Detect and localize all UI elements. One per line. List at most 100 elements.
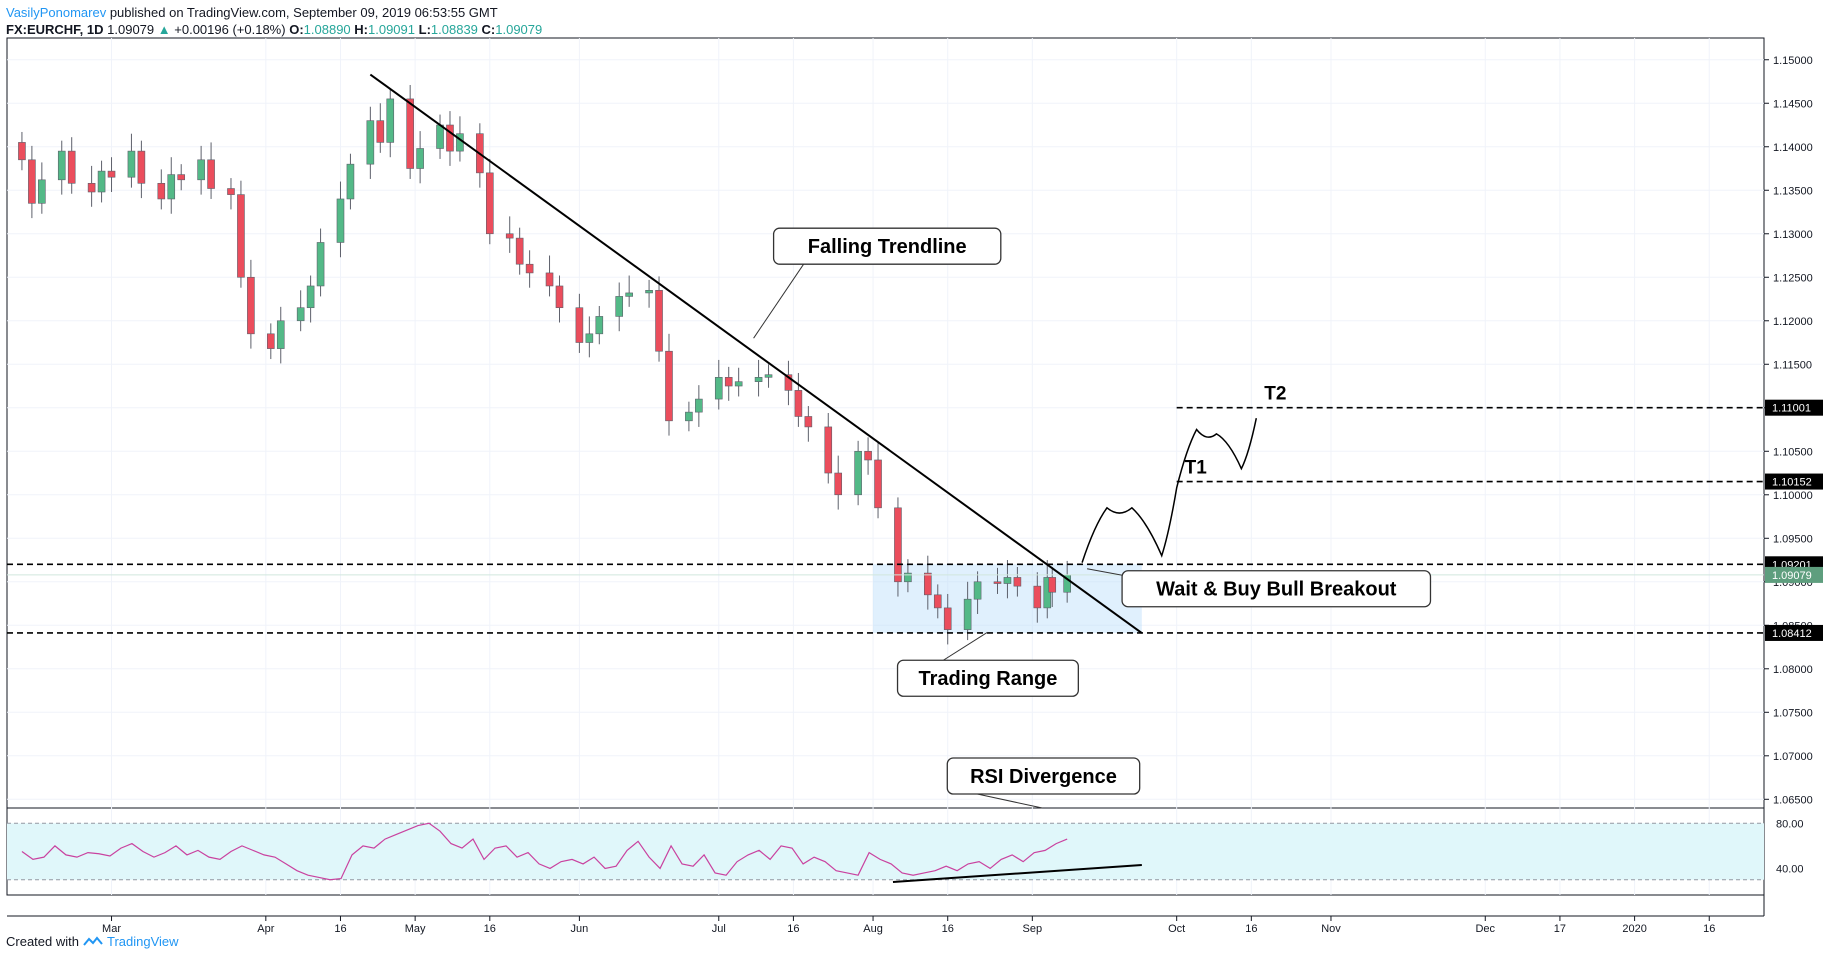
candle-up bbox=[38, 179, 46, 204]
candle-up bbox=[595, 316, 604, 335]
rsi-tick-label: 80.00 bbox=[1776, 818, 1804, 830]
y-tick-label: 1.12500 bbox=[1773, 272, 1813, 284]
author-link[interactable]: VasilyPonomarev bbox=[6, 5, 107, 20]
candle-up bbox=[615, 296, 624, 317]
y-tick-label: 1.13500 bbox=[1773, 185, 1813, 197]
candle-down bbox=[237, 194, 245, 278]
candle-down bbox=[894, 507, 902, 583]
candle-down bbox=[834, 472, 843, 496]
candle-up bbox=[97, 170, 106, 193]
y-tick-label: 1.07000 bbox=[1773, 751, 1813, 763]
level-tag-label: 1.08412 bbox=[1772, 628, 1812, 640]
rsi-band bbox=[7, 823, 1764, 880]
x-tick-label: 16 bbox=[942, 923, 954, 935]
footer: Created with TradingView bbox=[6, 934, 179, 949]
x-tick-label: 16 bbox=[484, 923, 496, 935]
candle-down bbox=[207, 159, 215, 189]
y-tick-label: 1.12000 bbox=[1773, 316, 1813, 328]
candle-up bbox=[714, 377, 723, 400]
published-text: published on TradingView.com, September … bbox=[109, 5, 498, 20]
y-tick-label: 1.14000 bbox=[1773, 142, 1813, 154]
y-tick-label: 1.14500 bbox=[1773, 98, 1813, 110]
candle-up bbox=[416, 148, 424, 169]
candle-down bbox=[157, 182, 166, 200]
callout-text: Falling Trendline bbox=[808, 236, 967, 258]
target-label: T2 bbox=[1264, 384, 1286, 405]
candle-down bbox=[794, 390, 803, 417]
legend-row: FX:EURCHF, 1D 1.09079 ▲ +0.00196 (+0.18%… bbox=[6, 22, 542, 37]
candle-down bbox=[1033, 585, 1042, 609]
rsi-tick-label: 40.00 bbox=[1776, 863, 1804, 875]
candle-down bbox=[545, 272, 554, 287]
created-with-text: Created with bbox=[6, 934, 79, 949]
low-key: L: bbox=[418, 22, 431, 37]
x-tick-label: Dec bbox=[1475, 923, 1495, 935]
candle-down bbox=[247, 276, 255, 335]
callout-pointer bbox=[977, 793, 1043, 809]
candle-up bbox=[854, 450, 862, 496]
callout-box bbox=[896, 659, 1079, 697]
candle-up bbox=[695, 398, 703, 413]
candle-down bbox=[924, 572, 932, 596]
candle-down bbox=[515, 237, 524, 265]
publish-info: VasilyPonomarev published on TradingView… bbox=[6, 5, 498, 20]
tradingview-logo-icon bbox=[83, 935, 103, 946]
candle-down bbox=[933, 594, 942, 609]
open-value: 1.08890 bbox=[303, 22, 351, 37]
last-price: 1.09079 bbox=[107, 22, 155, 37]
x-tick-label: 16 bbox=[1245, 923, 1257, 935]
candle-down bbox=[724, 377, 733, 387]
high-key: H: bbox=[354, 22, 368, 37]
y-tick-label: 1.10000 bbox=[1773, 490, 1813, 502]
candle-up bbox=[296, 307, 305, 322]
candle-up bbox=[336, 198, 345, 243]
candle-down bbox=[784, 374, 793, 391]
candle-down bbox=[406, 98, 414, 169]
callout-text: RSI Divergence bbox=[970, 766, 1117, 788]
candle-up bbox=[316, 242, 325, 287]
candle-down bbox=[446, 124, 454, 152]
x-tick-label: Apr bbox=[257, 923, 274, 935]
rsi-divergence-line bbox=[892, 864, 1142, 883]
close-value: 1.09079 bbox=[495, 22, 543, 37]
close-key: C: bbox=[481, 22, 496, 37]
candle-up bbox=[1043, 577, 1052, 609]
last-price-tag bbox=[1765, 566, 1823, 583]
candle-up bbox=[197, 159, 205, 181]
candle-up bbox=[386, 98, 395, 143]
up-arrow-icon: ▲ bbox=[157, 22, 171, 37]
low-value: 1.08839 bbox=[430, 22, 478, 37]
candle-down bbox=[575, 307, 584, 343]
candle-down bbox=[107, 170, 116, 178]
candle-up bbox=[973, 581, 982, 600]
candle-up bbox=[645, 290, 653, 294]
x-tick-label: Sep bbox=[1023, 923, 1043, 935]
candle-down bbox=[376, 120, 385, 143]
candle-down bbox=[137, 150, 146, 184]
level-tag bbox=[1765, 473, 1823, 490]
y-tick-label: 1.09500 bbox=[1773, 533, 1813, 545]
y-tick-label: 1.06500 bbox=[1773, 794, 1813, 806]
y-tick-label: 1.15000 bbox=[1773, 55, 1813, 67]
x-tick-label: 16 bbox=[1703, 923, 1715, 935]
candle-down bbox=[874, 459, 882, 509]
candle-up bbox=[764, 374, 773, 378]
plot-frame bbox=[6, 37, 1765, 896]
x-tick-label: Aug bbox=[863, 923, 883, 935]
x-tick-label: 16 bbox=[334, 923, 346, 935]
candle-down bbox=[505, 233, 514, 239]
high-value: 1.09091 bbox=[368, 22, 415, 37]
x-tick-label: 17 bbox=[1554, 923, 1566, 935]
candle-up bbox=[734, 381, 743, 387]
candle-down bbox=[864, 450, 872, 461]
candle-down bbox=[555, 285, 564, 309]
y-tick-label: 1.07500 bbox=[1773, 707, 1813, 719]
candle-up bbox=[904, 572, 912, 583]
callout-text: Wait & Buy Bull Breakout bbox=[1156, 579, 1397, 601]
tradingview-brand[interactable]: TradingView bbox=[106, 934, 179, 949]
candle-up bbox=[57, 150, 66, 181]
x-tick-label: 2020 bbox=[1622, 923, 1646, 935]
y-tick-label: 1.10500 bbox=[1773, 446, 1813, 458]
candle-up bbox=[1003, 577, 1012, 584]
